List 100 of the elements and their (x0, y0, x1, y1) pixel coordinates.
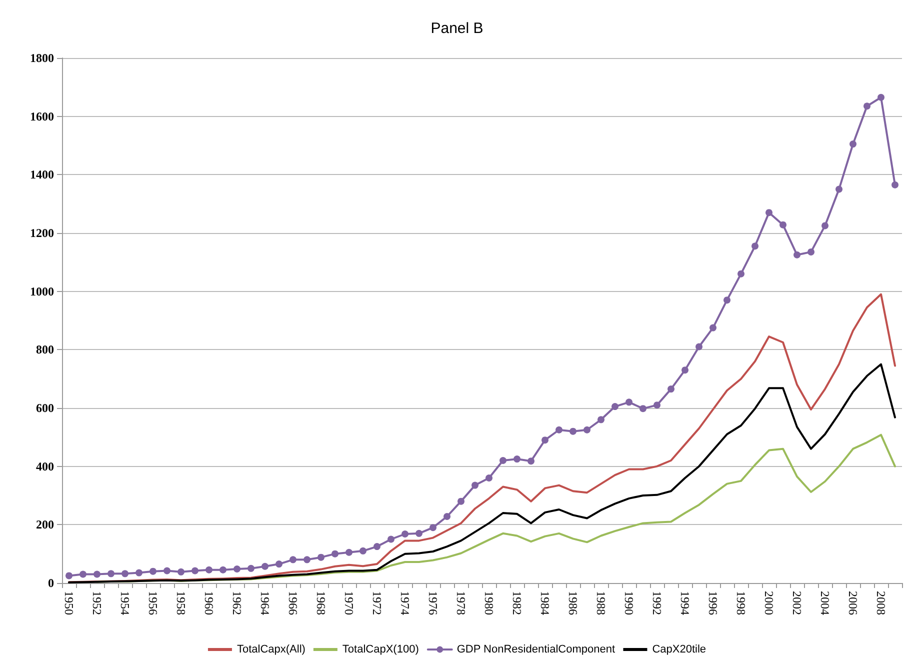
point (766, 209, 772, 216)
y-tick-label: 600 (36, 401, 54, 415)
point (108, 570, 114, 578)
legend-label: TotalCapX(100) (342, 644, 419, 656)
point (724, 296, 730, 304)
x-tick-label: 1956 (146, 591, 160, 615)
x-tick-label: 1998 (734, 591, 748, 615)
point (164, 567, 170, 574)
x-tick-label: 2002 (790, 591, 804, 615)
point (304, 556, 310, 564)
line-series (68, 293, 896, 584)
point (570, 428, 576, 435)
y-tick-label: 0 (48, 576, 54, 590)
x-tick-label: 1986 (566, 591, 580, 615)
point (822, 222, 828, 230)
point (682, 366, 688, 374)
x-tick-label: 1996 (706, 591, 720, 615)
point (486, 474, 492, 482)
x-tick-label: 2008 (874, 591, 888, 615)
point (668, 386, 674, 393)
x-tick-label: 1992 (650, 591, 664, 615)
point (780, 221, 786, 228)
point (472, 482, 478, 489)
point (402, 530, 408, 538)
y-tick-label: 1400 (30, 168, 54, 182)
point (864, 102, 870, 110)
point (192, 567, 198, 574)
x-tick-label: 1962 (230, 591, 244, 615)
point (80, 570, 86, 578)
x-tick-label: 1950 (62, 591, 76, 615)
point (808, 248, 814, 256)
x-tick-label: 1984 (538, 591, 552, 615)
y-tick-label: 200 (36, 518, 54, 532)
x-tick-label: 1966 (286, 591, 300, 615)
point (892, 181, 898, 188)
x-tick-label: 1988 (594, 591, 608, 615)
x-tick-label: 1990 (622, 591, 636, 615)
point (262, 562, 268, 570)
x-tick-label: 2004 (818, 591, 832, 615)
y-tick-label: 1200 (30, 226, 54, 240)
point (752, 242, 758, 250)
point (850, 140, 856, 148)
x-tick-label: 1952 (90, 591, 104, 615)
point (374, 543, 380, 550)
x-tick-label: 2000 (762, 591, 776, 615)
point (738, 270, 744, 278)
x-tick-label: 1960 (202, 591, 216, 615)
x-tick-label: 1954 (118, 591, 132, 615)
x-tick-label: 1980 (482, 591, 496, 615)
point (178, 568, 184, 576)
y-tick-label: 400 (36, 459, 54, 474)
x-tick-label: 1958 (174, 591, 188, 615)
point (66, 572, 72, 580)
point (836, 186, 842, 193)
point (598, 416, 604, 424)
point (556, 426, 562, 434)
point (640, 405, 646, 412)
point (528, 458, 534, 465)
point (332, 550, 338, 558)
line-series (68, 363, 896, 584)
chart-title: Panel B (430, 20, 484, 37)
point (206, 566, 212, 574)
point (626, 398, 632, 406)
x-tick-label: 1970 (342, 591, 356, 615)
point (794, 251, 800, 258)
x-tick-label: 1964 (258, 591, 272, 615)
x-tick-label: 1978 (454, 591, 468, 615)
point (388, 536, 394, 543)
legend-label: CapX20tile (652, 644, 706, 656)
point (94, 570, 100, 578)
x-tick-label: 2006 (846, 591, 860, 615)
x-tick-label: 1968 (314, 591, 328, 615)
point (584, 426, 590, 434)
x-tick-label: 1994 (678, 591, 692, 615)
point (416, 530, 422, 537)
point (136, 569, 142, 576)
point (290, 556, 296, 564)
point (612, 403, 618, 410)
point (710, 324, 716, 332)
point (696, 343, 702, 350)
point (514, 456, 520, 463)
point (500, 457, 506, 464)
y-tick-label: 1000 (30, 284, 54, 298)
x-tick-label: 1976 (426, 591, 440, 615)
point (220, 566, 226, 574)
point (654, 402, 660, 409)
point (276, 560, 282, 568)
legend-label: TotalCapx(All) (236, 644, 306, 656)
x-tick-label: 1974 (398, 591, 412, 615)
x-tick-label: 1972 (370, 591, 384, 615)
point (318, 554, 324, 561)
point (430, 524, 436, 532)
point (458, 498, 464, 505)
y-tick-label: 1600 (30, 109, 54, 124)
point (878, 94, 884, 101)
point (444, 513, 450, 520)
point (122, 570, 128, 578)
point (346, 548, 352, 556)
point (542, 436, 548, 444)
point (248, 564, 254, 572)
